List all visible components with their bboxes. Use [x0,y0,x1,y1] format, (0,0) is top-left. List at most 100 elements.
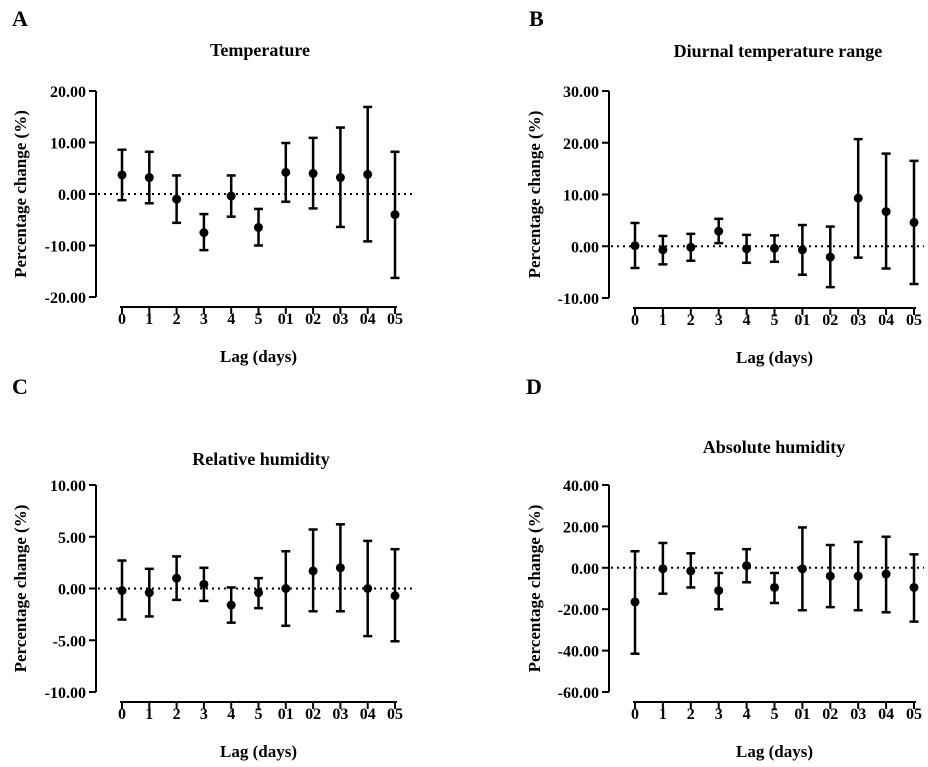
panel-label: A [12,6,28,31]
x-tick-label: 02 [305,706,321,723]
data-point [742,244,752,254]
data-point [199,228,209,238]
data-point [226,600,236,610]
x-tick-label: 2 [173,311,181,328]
data-point [658,564,668,574]
data-point [853,193,863,203]
x-tick-label: 03 [850,706,866,723]
data-point [281,584,291,593]
panel-c: C Relative humidity 10.00 5.00 0.00 -5.00 -10.… [11,374,416,761]
x-axis-label: Lag (days) [220,742,297,761]
x-tick-label: 04 [878,706,894,723]
data-point [742,561,752,571]
x-tick-label: 01 [278,311,294,328]
x-tick-label: 01 [794,706,810,723]
data-point [714,226,724,236]
y-tick-label: 20.00 [563,136,599,153]
data-point [797,564,807,574]
x-tick-label: 03 [850,312,866,329]
data-point [226,191,236,201]
data-point [630,241,640,251]
data-point [308,168,318,178]
x-tick-label: 1 [145,311,153,328]
chart-title: Absolute humidity [703,437,846,457]
data-point [909,582,919,592]
x-tick-label: 1 [145,706,153,723]
panel-label: D [526,374,542,399]
y-tick-label: 10.00 [50,478,86,495]
x-tick-label: 02 [822,312,838,329]
panel-label: C [12,374,28,399]
chart-title: Relative humidity [192,449,330,469]
x-tick-label: 5 [255,706,263,723]
x-tick-label: 03 [332,311,348,328]
x-tick-label: 02 [305,311,321,328]
data-point [254,588,263,598]
y-tick-label: -60.00 [558,685,599,702]
x-tick-label: 5 [771,706,779,723]
y-tick-label: 30.00 [563,84,599,101]
y-tick-label: -10.00 [558,291,599,308]
data-point [363,584,373,593]
x-axis-label: Lag (days) [736,348,813,367]
data-point [658,245,668,255]
x-tick-label: 02 [822,706,838,723]
data-point [686,566,696,576]
x-tick-label: 05 [387,706,403,723]
data-point [630,597,640,607]
y-tick-label: -10.00 [45,685,86,702]
data-point [363,169,373,179]
data-point [390,210,400,220]
y-tick-label: 20.00 [50,84,86,101]
data-point [172,194,182,204]
y-tick-label: 10.00 [563,188,599,205]
data-point [144,173,154,183]
x-axis-label: Lag (days) [736,742,813,761]
x-tick-label: 3 [200,706,208,723]
x-tick-label: 4 [743,312,751,329]
x-tick-label: 04 [360,706,376,723]
data-point [199,579,209,589]
data-point [254,222,263,232]
y-axis-label: Percentage change (%) [525,505,544,673]
y-tick-label: 20.00 [563,519,599,536]
x-tick-label: 0 [118,311,126,328]
data-point [281,167,291,177]
data-point [335,173,345,183]
y-tick-label: 0.00 [571,561,599,578]
x-tick-label: 3 [200,311,208,328]
x-tick-label: 01 [278,706,294,723]
x-tick-label: 05 [387,311,403,328]
x-tick-label: 3 [715,706,723,723]
data-point [825,571,835,581]
x-tick-label: 5 [771,312,779,329]
x-tick-label: 2 [173,706,181,723]
x-tick-label: 05 [906,706,922,723]
x-tick-label: 1 [659,312,667,329]
x-tick-label: 2 [687,706,695,723]
y-tick-label: 0.00 [58,582,86,599]
data-point [714,586,724,596]
x-tick-label: 5 [255,311,263,328]
y-tick-label: -10.00 [45,239,86,256]
panel-label: B [529,6,544,31]
data-point [335,563,345,573]
y-axis-label: Percentage change (%) [525,111,544,279]
y-tick-label: 5.00 [58,530,86,547]
x-tick-label: 05 [906,312,922,329]
y-axis-label: Percentage change (%) [11,505,30,673]
chart-title: Temperature [210,40,310,60]
x-tick-label: 03 [332,706,348,723]
data-point [686,242,696,252]
chart-title: Diurnal temperature range [674,41,883,61]
y-tick-label: 0.00 [571,239,599,256]
x-tick-label: 0 [631,312,639,329]
y-tick-label: -20.00 [45,290,86,307]
x-tick-label: 2 [687,312,695,329]
data-point [770,582,779,592]
data-point [881,569,891,579]
data-point [390,591,400,601]
data-point [308,566,318,576]
